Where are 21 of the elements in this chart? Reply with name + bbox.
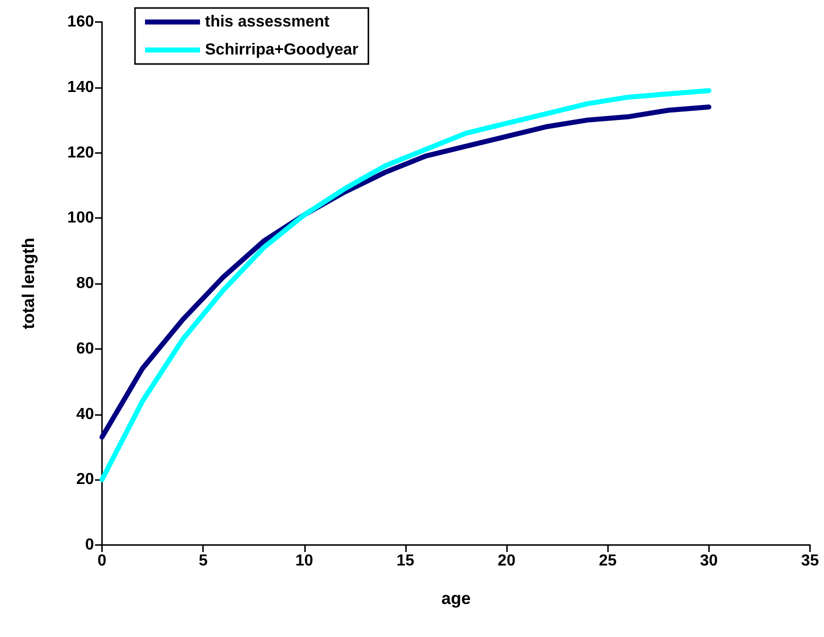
y-tick-label: 120 [67,144,94,162]
y-tick-label: 80 [76,275,94,292]
y-axis-title: total length [19,238,38,330]
legend-label: Schirripa+Goodyear [205,42,358,58]
x-tick-label: 0 [98,552,107,570]
y-tick-label: 20 [76,471,94,488]
x-tick-label: 20 [498,552,516,570]
y-tick-label: 40 [76,406,94,423]
y-tick-label: 0 [85,536,94,554]
x-axis-title: age [441,589,471,608]
x-tick-label: 25 [598,552,617,570]
x-tick-label: 35 [801,552,819,570]
y-tick-label: 140 [67,78,94,96]
x-tick-label: 30 [700,552,718,570]
y-tick-label: 160 [67,14,94,30]
x-tick-label: 5 [198,552,208,570]
legend-label: this assessment [205,14,330,30]
x-tick-label: 10 [295,552,314,570]
x-tick-label: 15 [396,552,414,570]
y-tick-label: 100 [67,210,94,227]
y-tick-label: 60 [76,340,94,358]
